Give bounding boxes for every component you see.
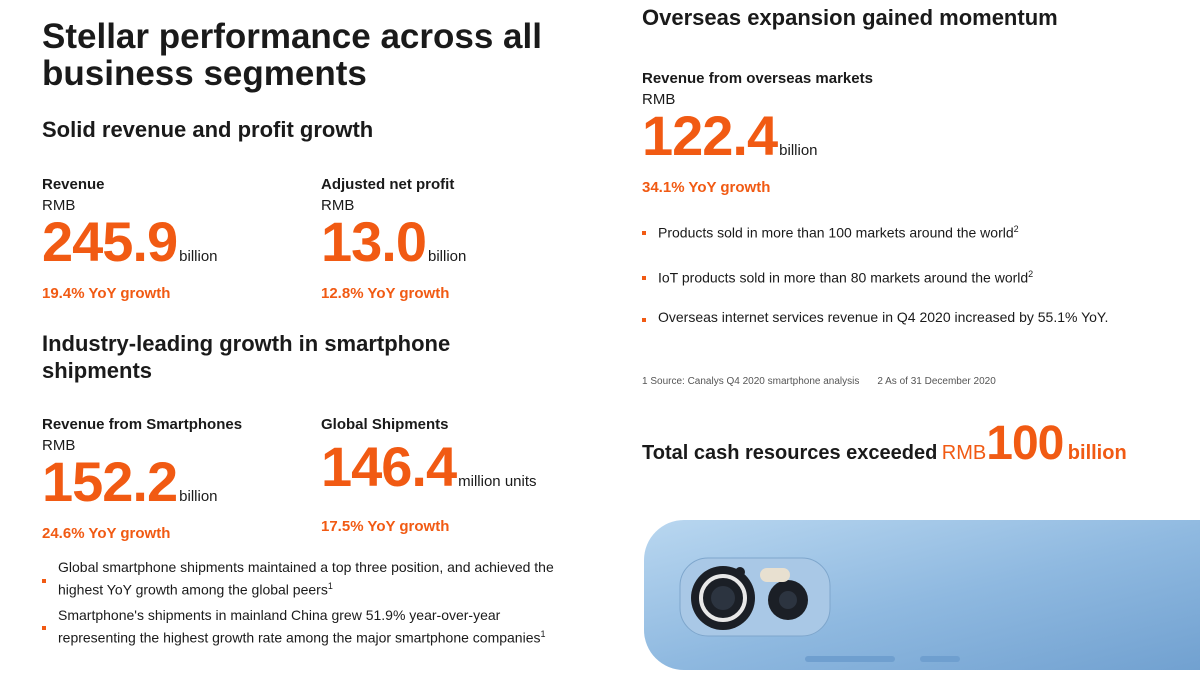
footnote-1: 1 Source: Canalys Q4 2020 smartphone ana… (642, 376, 860, 387)
bullet-item: Products sold in more than 100 markets a… (642, 220, 1182, 243)
cash-unit: billion (1067, 442, 1127, 464)
bullet-text: Global smartphone shipments maintained a… (58, 559, 554, 598)
metric-smartphone-revenue: Revenue from Smartphones RMB 152.2 billio… (42, 416, 242, 542)
metric-global-shipments: Global Shipments 146.4 million units 17.5… (321, 416, 537, 535)
bullet-item: Global smartphone shipments maintained a… (42, 558, 562, 600)
bullet-text: Smartphone's shipments in mainland China… (58, 606, 541, 646)
metric-value: 13.0 (321, 210, 427, 273)
metric-label: Revenue from Smartphones (42, 416, 243, 433)
flash-icon (760, 568, 790, 582)
metric-growth: 34.1% YoY growth (642, 179, 771, 196)
metric-unit: billion (779, 142, 818, 159)
bullet-item: Smartphone's shipments in mainland China… (42, 606, 562, 648)
metric-growth: 17.5% YoY growth (321, 518, 450, 535)
bullet-item: IoT products sold in more than 80 market… (642, 265, 1182, 288)
overseas-bullets: Products sold in more than 100 markets a… (642, 220, 1182, 326)
metric-unit: billion (428, 248, 467, 265)
section-heading-smartphones: Industry-leading growth in smartphone sh… (42, 331, 451, 383)
metric-label: Adjusted net profit (321, 176, 455, 193)
bullet-text: IoT products sold in more than 80 market… (658, 269, 1029, 286)
smartphone-image (644, 520, 1200, 670)
footnote-ref: 2 (1028, 268, 1034, 279)
metric-label: Revenue from overseas markets (642, 70, 873, 87)
metric-value: 245.9 (42, 210, 178, 273)
metric-currency: RMB (642, 91, 676, 108)
metric-growth: 12.8% YoY growth (321, 285, 450, 302)
metric-label: Revenue (42, 176, 105, 193)
overseas-title: Overseas expansion gained momentum (642, 5, 1058, 30)
metric-currency: RMB (42, 197, 76, 214)
metric-label: Global Shipments (321, 416, 449, 433)
metric-adjusted-net-profit: Adjusted net profit RMB 13.0 billion 12.8… (321, 176, 466, 302)
footnote-ref: 1 (327, 581, 333, 591)
footnote-2: 2 As of 31 December 2020 (877, 376, 996, 387)
metric-value: 146.4 (321, 435, 457, 498)
cash-currency: RMB (941, 442, 987, 464)
metric-growth: 24.6% YoY growth (42, 525, 171, 542)
metric-unit: billion (179, 488, 218, 505)
bullet-text: Products sold in more than 100 markets a… (658, 224, 1014, 241)
page-title: Stellar performance across all business … (42, 17, 542, 93)
smartphone-bullets: Global smartphone shipments maintained a… (42, 558, 562, 647)
metric-revenue: Revenue RMB 245.9 billion 19.4% YoY growt… (42, 176, 218, 302)
bullet-text: Overseas internet services revenue in Q4… (658, 309, 1109, 326)
metric-value: 122.4 (642, 104, 778, 167)
metric-unit: billion (179, 248, 218, 265)
metric-currency: RMB (321, 197, 355, 214)
cash-value: 100 (986, 417, 1064, 470)
footnotes: 1 Source: Canalys Q4 2020 smartphone ana… (642, 376, 996, 387)
cash-resources: Total cash resources exceeded RMB100 bil… (642, 416, 1127, 471)
metric-growth: 19.4% YoY growth (42, 285, 171, 302)
footnote-ref: 2 (1013, 224, 1019, 234)
metric-overseas-revenue: Revenue from overseas markets RMB 122.4 b… (642, 70, 873, 196)
metric-unit: million units (458, 473, 537, 490)
bullet-item: Overseas internet services revenue in Q4… (642, 309, 1128, 326)
footnote-ref: 1 (540, 628, 546, 639)
metric-currency: RMB (42, 437, 76, 454)
metric-value: 152.2 (42, 450, 178, 513)
section-heading-revenue: Solid revenue and profit growth (42, 117, 374, 142)
cash-prefix: Total cash resources exceeded (642, 442, 938, 464)
